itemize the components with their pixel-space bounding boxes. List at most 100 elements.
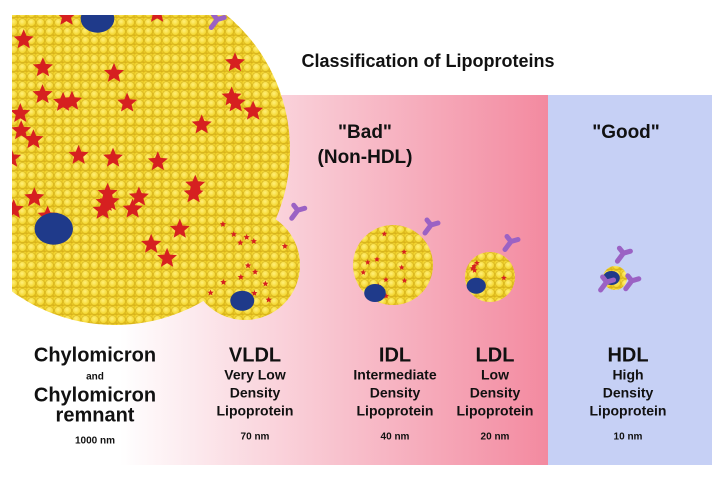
star [381, 230, 388, 237]
star [220, 278, 227, 285]
star [13, 29, 34, 49]
star [99, 191, 120, 211]
star [474, 260, 480, 266]
star [169, 218, 190, 238]
star [398, 264, 405, 270]
star [12, 120, 32, 140]
star [237, 273, 244, 280]
star [23, 129, 44, 149]
apoprotein [364, 284, 386, 302]
star [141, 233, 162, 253]
star [104, 62, 124, 82]
receptor [614, 245, 633, 264]
star [151, 15, 164, 22]
particle-size: 40 nm [381, 432, 410, 443]
group-label: "Good" [592, 122, 660, 143]
star [360, 269, 367, 275]
apoprotein [34, 212, 73, 245]
particle-description: Density [603, 385, 654, 401]
star [147, 151, 168, 171]
particle-size: 10 nm [614, 432, 643, 443]
star [183, 183, 204, 203]
apoprotein [230, 290, 255, 311]
star [24, 187, 45, 207]
receptor [623, 273, 642, 292]
star [207, 289, 214, 296]
particle-name: VLDL [229, 344, 281, 366]
star [501, 275, 507, 281]
star [265, 296, 272, 303]
receptor [422, 217, 441, 236]
star [12, 199, 24, 218]
particle-description: Lipoprotein [590, 403, 667, 419]
star [364, 259, 371, 265]
star [32, 57, 53, 77]
star [191, 114, 212, 134]
star [374, 256, 380, 262]
particle-description: Very Low [224, 367, 286, 383]
star [251, 289, 258, 296]
star [32, 84, 53, 104]
title: Classification of Lipoproteins [301, 51, 554, 71]
lipoprotein-particle [190, 210, 300, 320]
star [237, 239, 244, 246]
star [243, 233, 250, 240]
particle-art [0, 15, 642, 325]
particle-description: Low [481, 367, 509, 383]
star [252, 268, 259, 275]
apoprotein [466, 277, 486, 294]
receptor [598, 274, 617, 293]
particle-size: 20 nm [481, 432, 510, 443]
star [401, 277, 408, 283]
star [281, 242, 288, 249]
star [225, 92, 246, 112]
particle-name: Chylomicron [34, 344, 156, 366]
star [262, 280, 269, 287]
star [12, 103, 31, 122]
particle-size: 1000 nm [75, 436, 115, 447]
particle-size: 70 nm [241, 432, 270, 443]
particle-description: Lipoprotein [217, 403, 294, 419]
receptor [502, 234, 521, 252]
particle-description: Lipoprotein [457, 403, 534, 419]
star [12, 150, 21, 167]
star [117, 92, 138, 112]
connector: and [86, 372, 104, 383]
group-label: "Bad" [338, 122, 392, 143]
lipoprotein-particle [465, 252, 515, 302]
star [157, 247, 177, 267]
receptor [208, 15, 227, 30]
star [122, 198, 143, 218]
particle-name: Chylomicron [34, 384, 156, 406]
particle-name: IDL [379, 344, 411, 366]
particle-description: Density [470, 385, 521, 401]
particle-name: LDL [476, 344, 515, 366]
star [225, 52, 245, 72]
star [58, 15, 75, 25]
star [53, 91, 73, 111]
star [383, 276, 389, 283]
particle-name: remnant [56, 404, 135, 426]
star [469, 265, 476, 271]
particle-description: Density [370, 385, 421, 401]
particle-description: High [612, 367, 643, 383]
star [471, 267, 478, 273]
apoprotein [80, 15, 115, 33]
star [219, 220, 227, 227]
star [103, 147, 123, 167]
star [97, 182, 118, 202]
star [250, 238, 257, 244]
star [230, 231, 237, 237]
star [0, 95, 3, 114]
star [471, 263, 478, 269]
particle-description: Lipoprotein [357, 403, 434, 419]
group-label: (Non-HDL) [318, 147, 413, 168]
receptor [289, 202, 308, 221]
particle-description: Intermediate [353, 367, 436, 383]
star [243, 100, 264, 120]
star [68, 144, 89, 164]
star [0, 61, 8, 80]
star [185, 174, 206, 194]
star [92, 199, 113, 219]
